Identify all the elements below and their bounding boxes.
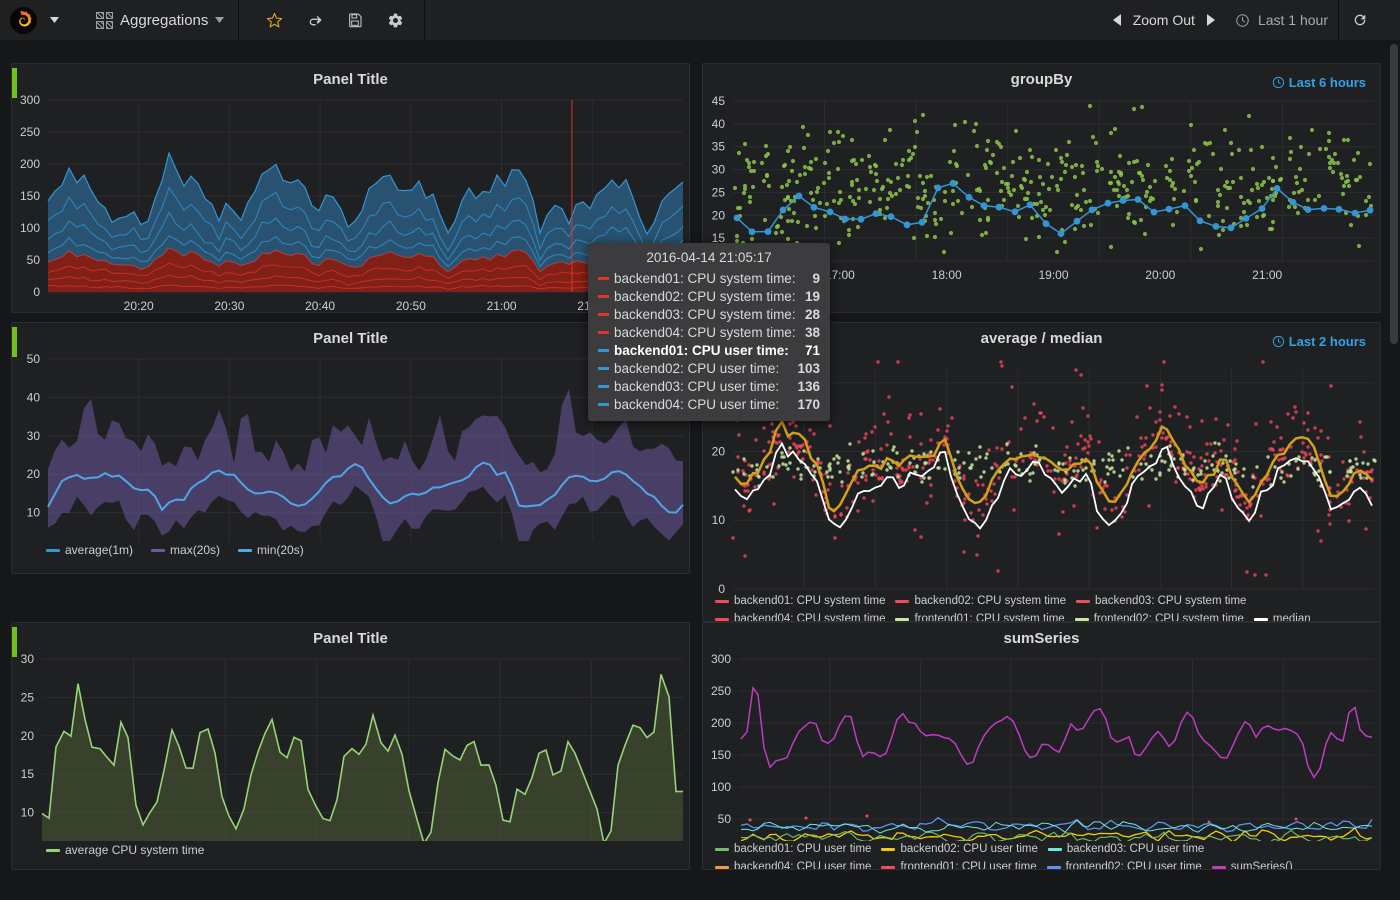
svg-text:20: 20 (712, 445, 726, 459)
svg-text:10: 10 (712, 513, 726, 527)
svg-text:20:50: 20:50 (396, 299, 426, 313)
svg-text:30: 30 (712, 163, 726, 177)
svg-text:15: 15 (21, 767, 35, 781)
svg-text:250: 250 (711, 684, 731, 698)
svg-text:45: 45 (712, 94, 726, 108)
svg-text:50: 50 (718, 812, 732, 826)
svg-text:30: 30 (21, 652, 35, 666)
svg-text:150: 150 (20, 189, 40, 203)
svg-text:30: 30 (27, 429, 41, 443)
svg-text:300: 300 (711, 652, 731, 666)
svg-text:10: 10 (27, 506, 41, 520)
svg-text:0: 0 (718, 582, 725, 593)
svg-text:20: 20 (21, 729, 35, 743)
svg-text:40: 40 (712, 117, 726, 131)
svg-text:18:00: 18:00 (932, 268, 962, 282)
svg-text:200: 200 (711, 716, 731, 730)
svg-text:150: 150 (711, 748, 731, 762)
svg-text:0: 0 (33, 285, 40, 299)
svg-text:50: 50 (27, 253, 41, 267)
svg-text:20:40: 20:40 (305, 299, 335, 313)
svg-text:20:30: 20:30 (214, 299, 244, 313)
svg-text:25: 25 (712, 185, 726, 199)
svg-text:300: 300 (20, 93, 40, 107)
svg-text:200: 200 (20, 157, 40, 171)
svg-text:250: 250 (20, 125, 40, 139)
svg-text:100: 100 (711, 780, 731, 794)
svg-text:20:20: 20:20 (124, 299, 154, 313)
svg-text:25: 25 (21, 690, 35, 704)
svg-text:21:00: 21:00 (487, 299, 517, 313)
svg-text:35: 35 (712, 140, 726, 154)
svg-text:100: 100 (20, 221, 40, 235)
svg-text:20: 20 (27, 467, 41, 481)
svg-text:40: 40 (27, 390, 41, 404)
svg-text:20: 20 (712, 208, 726, 222)
svg-text:10: 10 (21, 806, 35, 820)
svg-text:20:00: 20:00 (1145, 268, 1175, 282)
svg-text:21:00: 21:00 (1252, 268, 1282, 282)
svg-text:50: 50 (27, 352, 41, 366)
svg-text:19:00: 19:00 (1038, 268, 1068, 282)
